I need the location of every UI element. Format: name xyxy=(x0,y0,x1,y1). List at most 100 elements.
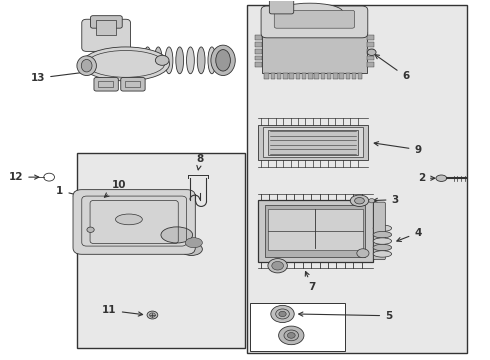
FancyBboxPatch shape xyxy=(315,25,319,32)
Ellipse shape xyxy=(208,47,216,74)
Text: 6: 6 xyxy=(375,55,410,81)
Ellipse shape xyxy=(171,235,197,249)
FancyBboxPatch shape xyxy=(91,16,122,28)
FancyBboxPatch shape xyxy=(367,49,374,54)
Ellipse shape xyxy=(77,56,97,76)
FancyBboxPatch shape xyxy=(340,25,344,32)
FancyBboxPatch shape xyxy=(265,73,269,79)
FancyBboxPatch shape xyxy=(250,303,345,351)
FancyBboxPatch shape xyxy=(268,130,358,155)
FancyBboxPatch shape xyxy=(261,6,368,38)
Ellipse shape xyxy=(279,326,304,345)
Text: 2: 2 xyxy=(418,173,435,183)
Text: 3: 3 xyxy=(373,195,399,204)
Ellipse shape xyxy=(369,199,374,203)
FancyBboxPatch shape xyxy=(255,63,262,67)
FancyBboxPatch shape xyxy=(255,56,262,60)
Text: 10: 10 xyxy=(104,180,126,197)
FancyBboxPatch shape xyxy=(277,73,281,79)
Ellipse shape xyxy=(116,214,142,225)
FancyBboxPatch shape xyxy=(263,127,363,157)
FancyBboxPatch shape xyxy=(94,77,118,91)
FancyBboxPatch shape xyxy=(327,73,331,79)
FancyBboxPatch shape xyxy=(77,153,245,348)
FancyBboxPatch shape xyxy=(320,25,325,32)
FancyBboxPatch shape xyxy=(352,73,356,79)
FancyBboxPatch shape xyxy=(98,81,114,87)
Text: 4: 4 xyxy=(397,228,422,242)
FancyBboxPatch shape xyxy=(283,73,288,79)
FancyBboxPatch shape xyxy=(367,56,374,60)
Text: 11: 11 xyxy=(102,305,143,316)
FancyBboxPatch shape xyxy=(262,32,367,73)
Ellipse shape xyxy=(82,47,170,81)
Ellipse shape xyxy=(176,47,184,74)
Ellipse shape xyxy=(216,50,230,71)
FancyBboxPatch shape xyxy=(320,73,325,79)
FancyBboxPatch shape xyxy=(283,25,288,32)
FancyBboxPatch shape xyxy=(295,73,300,79)
FancyBboxPatch shape xyxy=(295,25,300,32)
FancyBboxPatch shape xyxy=(345,25,350,32)
FancyBboxPatch shape xyxy=(340,73,344,79)
FancyBboxPatch shape xyxy=(367,63,374,67)
Ellipse shape xyxy=(373,231,392,238)
FancyBboxPatch shape xyxy=(265,25,269,32)
FancyBboxPatch shape xyxy=(247,5,466,353)
Ellipse shape xyxy=(271,305,294,323)
Ellipse shape xyxy=(211,45,235,76)
Ellipse shape xyxy=(373,251,392,257)
Text: 5: 5 xyxy=(299,311,392,321)
FancyBboxPatch shape xyxy=(302,73,306,79)
FancyBboxPatch shape xyxy=(121,77,145,91)
FancyBboxPatch shape xyxy=(270,0,294,14)
Ellipse shape xyxy=(81,59,92,72)
FancyBboxPatch shape xyxy=(274,10,355,28)
FancyBboxPatch shape xyxy=(308,25,313,32)
FancyBboxPatch shape xyxy=(352,25,356,32)
Text: 9: 9 xyxy=(374,141,421,155)
Ellipse shape xyxy=(272,261,284,270)
Ellipse shape xyxy=(373,238,392,244)
FancyBboxPatch shape xyxy=(255,35,262,40)
FancyBboxPatch shape xyxy=(333,73,338,79)
Ellipse shape xyxy=(187,47,195,74)
Ellipse shape xyxy=(268,258,288,273)
FancyBboxPatch shape xyxy=(255,49,262,54)
Ellipse shape xyxy=(276,309,289,319)
FancyBboxPatch shape xyxy=(271,73,275,79)
Ellipse shape xyxy=(180,243,202,256)
FancyBboxPatch shape xyxy=(367,42,374,47)
Ellipse shape xyxy=(87,227,94,233)
FancyBboxPatch shape xyxy=(124,81,140,87)
Ellipse shape xyxy=(276,3,343,21)
Ellipse shape xyxy=(373,244,392,251)
Ellipse shape xyxy=(368,49,376,55)
Text: 12: 12 xyxy=(9,172,39,182)
FancyBboxPatch shape xyxy=(271,25,275,32)
FancyBboxPatch shape xyxy=(290,73,294,79)
FancyBboxPatch shape xyxy=(255,42,262,47)
Ellipse shape xyxy=(373,225,392,231)
Text: 8: 8 xyxy=(196,154,204,170)
FancyBboxPatch shape xyxy=(258,200,373,262)
Text: 7: 7 xyxy=(305,271,316,292)
FancyBboxPatch shape xyxy=(290,25,294,32)
Ellipse shape xyxy=(355,198,365,204)
Ellipse shape xyxy=(147,311,158,319)
FancyBboxPatch shape xyxy=(266,205,366,257)
FancyBboxPatch shape xyxy=(358,73,363,79)
FancyBboxPatch shape xyxy=(268,208,363,249)
FancyBboxPatch shape xyxy=(327,25,331,32)
FancyBboxPatch shape xyxy=(258,125,368,160)
FancyBboxPatch shape xyxy=(358,25,363,32)
Ellipse shape xyxy=(357,249,369,258)
Ellipse shape xyxy=(279,311,286,317)
FancyBboxPatch shape xyxy=(73,190,196,254)
Ellipse shape xyxy=(155,55,169,65)
FancyBboxPatch shape xyxy=(315,73,319,79)
FancyBboxPatch shape xyxy=(374,202,385,260)
Ellipse shape xyxy=(149,313,155,317)
FancyBboxPatch shape xyxy=(308,73,313,79)
Text: 13: 13 xyxy=(31,70,90,83)
